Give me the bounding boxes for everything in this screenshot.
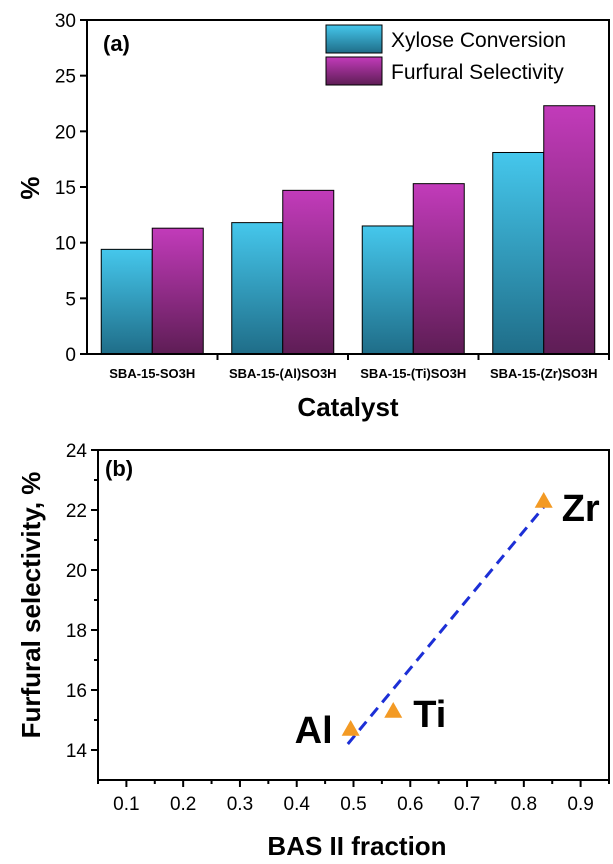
x-category-label: SBA-15-SO3H [109,366,195,381]
point-label-zr: Zr [562,488,600,530]
bar-xylose-conversion [492,151,545,355]
x-axis-title: BAS II fraction [267,831,446,861]
y-tick-label: 5 [65,289,76,310]
x-tick-label: 0.8 [511,794,537,815]
point-label-al: Al [295,710,333,752]
panel-label: (b) [105,456,133,481]
legend-swatch-xylose [325,24,383,54]
x-tick-label: 0.7 [454,794,480,815]
y-tick-label: 0 [65,345,76,366]
x-tick-label: 0.2 [170,794,196,815]
bar-furfural-selectivity [282,189,335,355]
y-tick-label: 30 [55,11,76,32]
point-marker-zr [534,492,553,508]
legend-label-furfural: Furfural Selectivity [391,61,564,84]
y-tick-label: 20 [66,561,87,582]
x-category-label: SBA-15-(Al)SO3H [229,366,337,381]
x-axis-ticks: 0.1 0.2 0.3 0.4 0.5 0.6 0.7 0.8 0.9 [97,780,610,815]
x-tick-label: 0.6 [397,794,423,815]
y-tick-label: 14 [66,741,88,762]
y-tick-label: 10 [55,234,76,255]
plot-frame [86,19,610,355]
x-tick-label: 0.1 [113,794,139,815]
x-tick-label: 0.3 [227,794,253,815]
x-category-label: SBA-15-(Zr)SO3H [490,366,598,381]
fit-line [346,506,545,745]
y-tick-label: 24 [66,441,88,462]
bar-furfural-selectivity [412,183,465,355]
y-axis-title: % [15,176,45,199]
y-axis-ticks: 0 5 10 15 20 25 30 [55,11,87,366]
bar-group [100,105,596,355]
bar-xylose-conversion [231,222,284,355]
point-label-ti: Ti [413,694,446,736]
y-tick-label: 20 [55,122,76,143]
y-tick-label: 16 [66,681,87,702]
y-tick-label: 22 [66,501,87,522]
legend-swatch-furfural [325,56,383,86]
x-tick-label: 0.5 [340,794,366,815]
bar-furfural-selectivity [151,227,204,355]
y-axis-title: Furfural selectivity, % [16,472,46,739]
point-marker-al [341,720,360,736]
bar-xylose-conversion [361,225,414,355]
y-axis-ticks: 14 16 18 20 22 24 [66,441,98,762]
scatter-points: Al Ti Zr [295,488,600,752]
y-tick-label: 18 [66,621,87,642]
x-axis-title: Catalyst [297,392,398,422]
panel-label: (a) [103,31,130,56]
legend-label-xylose: Xylose Conversion [391,29,566,52]
plot-frame [97,449,610,781]
y-tick-label: 25 [55,67,76,88]
x-tick-label: 0.4 [284,794,311,815]
point-marker-ti [384,702,403,718]
fit-line-dashed [346,506,545,745]
y-tick-label: 15 [55,178,76,199]
bar-furfural-selectivity [543,105,596,355]
x-tick-label: 0.9 [567,794,593,815]
x-category-label: SBA-15-(Ti)SO3H [360,366,466,381]
x-axis-categories: SBA-15-SO3H SBA-15-(Al)SO3H SBA-15-(Ti)SO3… [109,354,610,381]
bar-xylose-conversion [100,248,153,355]
legend: Xylose Conversion Furfural Selectivity [325,24,566,86]
